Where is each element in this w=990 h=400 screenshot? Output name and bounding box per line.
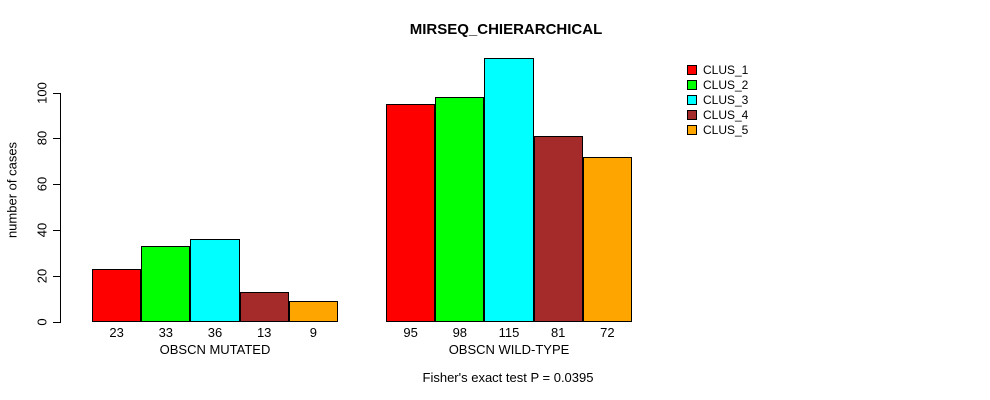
legend-row: CLUS_4 — [687, 107, 748, 122]
bar-clus_1-1 — [92, 269, 142, 322]
bar-value-label: 81 — [550, 325, 566, 340]
footer-annotation: Fisher's exact test P = 0.0395 — [422, 370, 594, 385]
legend-label: CLUS_1 — [703, 62, 749, 77]
bar-clus_5-1 — [288, 301, 338, 322]
clus_3-swatch-icon — [687, 94, 697, 105]
y-tick — [53, 138, 60, 140]
y-tick — [53, 230, 60, 232]
group-label: OBSCN MUTATED — [159, 342, 271, 357]
legend-row: CLUS_5 — [687, 122, 748, 137]
legend-label: CLUS_5 — [703, 122, 749, 137]
legend-row: CLUS_2 — [687, 77, 748, 92]
bar-clus_2-2 — [435, 97, 485, 322]
legend: CLUS_1 CLUS_2 CLUS_3 CLUS_4 CLUS_5 — [687, 62, 748, 137]
bar-clus_3-1 — [190, 239, 240, 322]
bar-clus_3-2 — [484, 58, 534, 322]
y-tick-label: 0 — [34, 318, 50, 326]
bar-clus_4-2 — [533, 136, 583, 322]
bar-clus_5-2 — [582, 156, 632, 322]
y-tick-label: 80 — [34, 131, 50, 146]
y-axis-line — [60, 92, 61, 323]
bar-value-label: 72 — [600, 325, 615, 340]
y-tick — [53, 92, 60, 94]
chart-title: MIRSEQ_CHIERARCHICAL — [409, 21, 603, 38]
legend-row: CLUS_1 — [687, 62, 748, 77]
bar-clus_1-2 — [386, 103, 436, 322]
y-tick — [53, 322, 60, 323]
legend-label: CLUS_3 — [703, 92, 749, 107]
y-axis-label: number of cases — [4, 141, 20, 239]
bar-clus_4-1 — [239, 292, 289, 322]
legend-label: CLUS_2 — [703, 77, 749, 92]
bar-clus_2-1 — [141, 246, 191, 322]
bar-value-label: 115 — [498, 325, 520, 340]
legend-label: CLUS_4 — [703, 107, 749, 122]
y-tick — [53, 276, 60, 278]
bar-value-label: 36 — [207, 325, 223, 340]
clus_2-swatch-icon — [687, 79, 697, 90]
bar-value-label: 23 — [109, 325, 124, 340]
clus_1-swatch-icon — [687, 64, 697, 75]
bar-value-label: 95 — [403, 325, 418, 340]
bar-value-label: 33 — [158, 325, 174, 340]
bar-value-label: 13 — [256, 325, 272, 340]
y-tick-label: 40 — [34, 222, 50, 238]
bar-value-label: 98 — [452, 325, 468, 340]
clus_5-swatch-icon — [687, 124, 697, 135]
bar-value-label: 9 — [309, 325, 318, 340]
legend-row: CLUS_3 — [687, 92, 748, 107]
y-tick-label: 100 — [34, 81, 50, 104]
y-tick-label: 60 — [34, 177, 50, 192]
group-label: OBSCN WILD-TYPE — [448, 342, 570, 357]
y-tick-label: 20 — [34, 268, 50, 284]
y-tick — [53, 184, 60, 186]
clus_4-swatch-icon — [687, 109, 697, 120]
